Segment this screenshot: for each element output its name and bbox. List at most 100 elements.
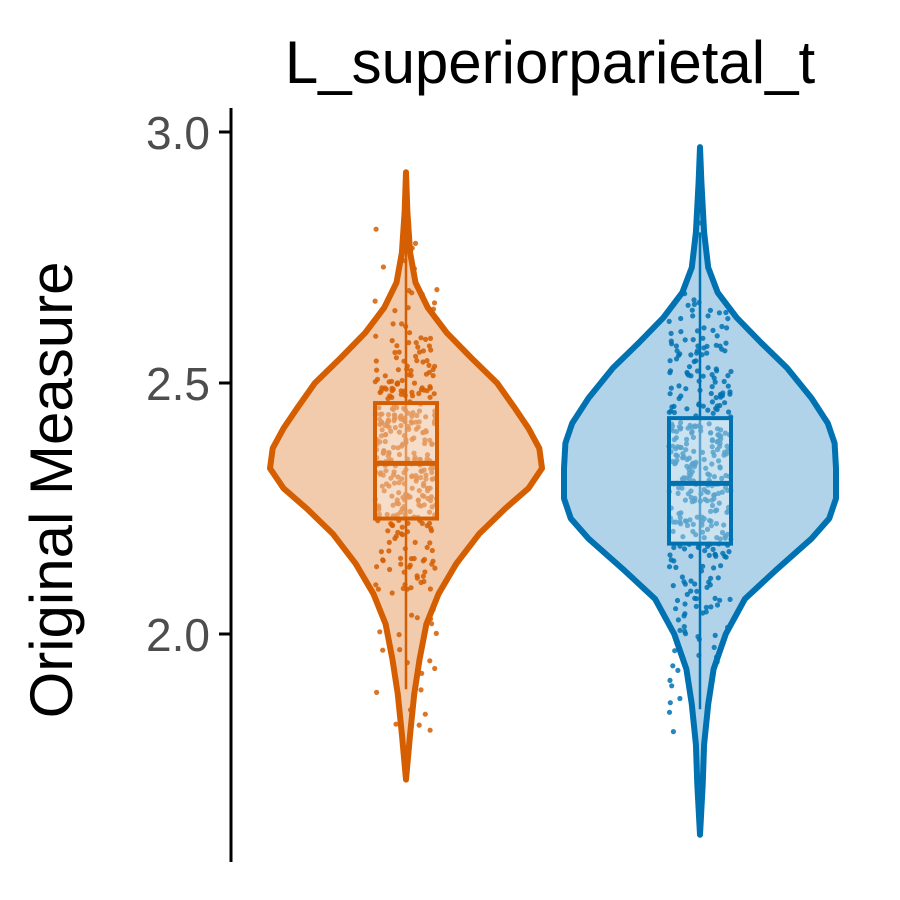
data-point bbox=[713, 366, 719, 372]
data-point bbox=[680, 451, 686, 457]
data-point bbox=[689, 307, 695, 313]
data-point bbox=[667, 677, 673, 684]
data-point bbox=[402, 511, 408, 517]
data-point bbox=[399, 377, 405, 384]
data-point bbox=[708, 518, 714, 524]
data-point bbox=[696, 652, 702, 659]
data-point bbox=[722, 400, 728, 406]
data-point bbox=[700, 373, 706, 379]
data-point bbox=[430, 373, 436, 379]
data-point bbox=[409, 473, 415, 480]
data-point bbox=[667, 700, 673, 706]
data-point bbox=[690, 460, 696, 466]
data-point bbox=[374, 367, 380, 373]
data-point bbox=[680, 534, 686, 540]
data-point bbox=[723, 340, 729, 346]
data-point bbox=[716, 490, 722, 496]
data-point bbox=[709, 399, 716, 405]
data-point bbox=[681, 579, 687, 585]
data-point bbox=[419, 291, 425, 297]
data-point bbox=[676, 510, 682, 517]
data-point bbox=[673, 446, 679, 452]
data-point bbox=[688, 352, 694, 358]
data-point bbox=[428, 498, 434, 504]
data-point bbox=[399, 321, 405, 327]
data-point bbox=[687, 422, 693, 428]
data-point bbox=[670, 519, 676, 525]
data-point bbox=[708, 508, 714, 514]
data-point bbox=[719, 489, 726, 495]
data-point bbox=[691, 359, 697, 365]
data-point bbox=[398, 423, 404, 429]
data-point bbox=[668, 338, 674, 344]
data-point bbox=[675, 490, 681, 496]
data-point bbox=[722, 348, 728, 354]
data-point bbox=[710, 546, 716, 553]
data-point bbox=[387, 566, 393, 573]
data-point bbox=[710, 410, 716, 416]
data-point bbox=[426, 369, 432, 375]
data-point bbox=[382, 373, 388, 379]
data-point bbox=[431, 391, 437, 397]
data-point bbox=[707, 582, 713, 588]
data-point bbox=[704, 350, 710, 356]
data-point bbox=[684, 463, 690, 469]
data-point bbox=[427, 658, 433, 664]
data-point bbox=[402, 258, 408, 264]
data-point bbox=[673, 564, 679, 571]
data-point bbox=[382, 303, 388, 309]
data-point bbox=[717, 597, 723, 603]
data-point bbox=[703, 604, 710, 611]
data-point bbox=[719, 475, 725, 481]
data-point bbox=[429, 561, 435, 567]
data-point bbox=[379, 411, 385, 417]
data-point bbox=[695, 544, 701, 551]
data-point bbox=[684, 522, 691, 529]
data-point bbox=[386, 539, 392, 546]
data-point bbox=[402, 506, 408, 512]
data-point bbox=[430, 607, 436, 613]
data-point bbox=[378, 549, 384, 555]
data-point bbox=[667, 368, 674, 374]
y-tick-label: 3.0 bbox=[146, 107, 210, 159]
data-point bbox=[427, 335, 434, 341]
data-point bbox=[694, 368, 701, 374]
data-point bbox=[678, 329, 684, 335]
data-point bbox=[382, 438, 388, 445]
data-point bbox=[418, 579, 424, 586]
data-point bbox=[423, 336, 429, 342]
data-point bbox=[717, 443, 723, 449]
box-iqr bbox=[667, 416, 733, 546]
data-point bbox=[424, 523, 430, 529]
data-point bbox=[398, 561, 404, 567]
data-point bbox=[711, 565, 717, 571]
data-point bbox=[408, 372, 414, 378]
data-point bbox=[383, 386, 389, 392]
data-point bbox=[430, 366, 436, 373]
data-point bbox=[690, 434, 697, 440]
data-point bbox=[704, 498, 710, 504]
data-point bbox=[424, 358, 430, 364]
data-point bbox=[714, 426, 721, 432]
data-point bbox=[390, 321, 396, 327]
data-point bbox=[428, 347, 434, 353]
data-point bbox=[412, 539, 418, 546]
data-point bbox=[692, 581, 698, 587]
data-point bbox=[679, 485, 685, 491]
data-point bbox=[699, 529, 706, 535]
data-point bbox=[421, 387, 427, 393]
data-point bbox=[395, 474, 401, 480]
data-point bbox=[688, 553, 694, 559]
data-point bbox=[414, 615, 420, 621]
data-point bbox=[667, 552, 673, 558]
data-point bbox=[414, 358, 420, 364]
data-point bbox=[389, 388, 395, 394]
data-point bbox=[401, 358, 407, 364]
data-point bbox=[415, 424, 421, 430]
data-point bbox=[393, 721, 399, 727]
data-point bbox=[400, 585, 406, 592]
data-point bbox=[391, 469, 397, 475]
data-point bbox=[670, 663, 676, 669]
data-point bbox=[705, 365, 711, 371]
data-point bbox=[386, 449, 392, 456]
